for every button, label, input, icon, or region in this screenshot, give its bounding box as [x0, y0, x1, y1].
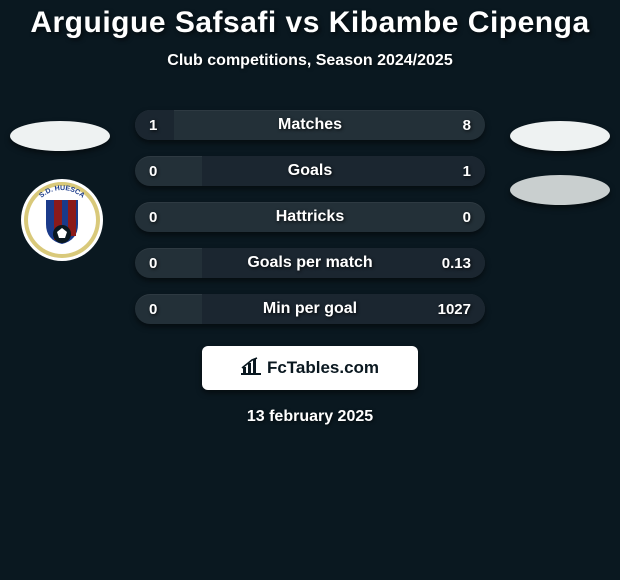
stat-bar: 00.13Goals per match: [135, 248, 485, 278]
stat-bar: 0 0Hattricks: [135, 202, 485, 232]
stat-label: Matches: [135, 110, 485, 140]
stat-value-right: 0: [463, 202, 471, 232]
stat-value-left: 0: [149, 248, 157, 278]
stat-row: 01027Min per goal: [0, 286, 620, 332]
stat-bar: 01Goals: [135, 156, 485, 186]
club-logo-left: S.D. HUESCA: [20, 178, 104, 262]
subtitle: Club competitions, Season 2024/2025: [0, 52, 620, 70]
branding-text: FcTables.com: [267, 358, 379, 378]
stat-value-left: 1: [149, 110, 157, 140]
club-logo-right: [510, 175, 610, 205]
stat-value-right: 8: [463, 110, 471, 140]
player-photo-right: [510, 121, 610, 151]
branding-badge: FcTables.com: [202, 346, 418, 390]
chart-icon: [241, 357, 261, 380]
stat-value-left: 0: [149, 202, 157, 232]
stat-value-left: 0: [149, 294, 157, 324]
stat-label: Hattricks: [135, 202, 485, 232]
date-text: 13 february 2025: [0, 408, 620, 426]
stat-value-right: 0.13: [442, 248, 471, 278]
stat-value-left: 0: [149, 156, 157, 186]
stat-bar: 01027Min per goal: [135, 294, 485, 324]
page-title: Arguigue Safsafi vs Kibambe Cipenga: [0, 6, 620, 40]
player-photo-left: [10, 121, 110, 151]
stat-fill-right: [202, 156, 486, 186]
stat-value-right: 1027: [438, 294, 471, 324]
stat-bar: 1 8Matches: [135, 110, 485, 140]
stat-value-right: 1: [463, 156, 471, 186]
